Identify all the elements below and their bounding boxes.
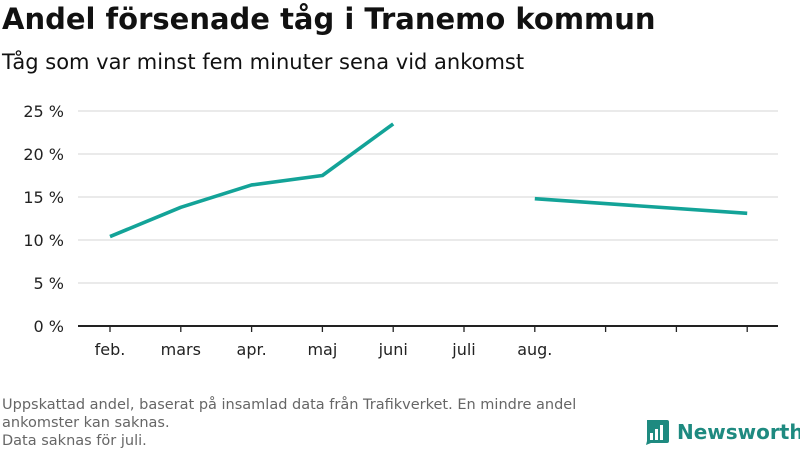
y-tick-label: 15 %: [23, 188, 64, 207]
chart-subtitle: Tåg som var minst fem minuter sena vid a…: [2, 50, 525, 74]
brand-logo: Newsworthy: [645, 419, 800, 445]
y-tick-label: 25 %: [23, 102, 64, 121]
series-line: [534, 196, 748, 216]
line-chart: 0 % 5 % 10 % 15 % 20 % 25 % feb. mars apr. maj ju…: [23, 102, 778, 359]
x-tick-label: juni: [378, 340, 408, 359]
x-tick-label: apr.: [237, 340, 267, 359]
x-tick-label: mars: [161, 340, 201, 359]
y-tick-label: 20 %: [23, 145, 64, 164]
series-lines: [109, 122, 748, 239]
x-axis: feb. mars apr. maj juni juli aug.: [78, 325, 778, 359]
y-tick-label: 10 %: [23, 231, 64, 250]
series-line: [109, 122, 395, 239]
chart-title: Andel försenade tåg i Tranemo kommun: [2, 2, 656, 36]
y-tick-label: 5 %: [34, 274, 64, 293]
brand-name: Newsworthy: [677, 420, 800, 444]
bar-chart-icon: [646, 420, 669, 445]
x-tick-label: aug.: [517, 340, 552, 359]
gridlines: [78, 110, 778, 284]
y-axis-labels: 0 % 5 % 10 % 15 % 20 % 25 %: [23, 102, 64, 336]
footnote-source: Uppskattad andel, baserat på insamlad da…: [2, 397, 577, 431]
footnote: Uppskattad andel, baserat på insamlad da…: [2, 396, 642, 450]
footnote-missing: Data saknas för juli.: [2, 433, 147, 449]
x-tick-label: feb.: [95, 340, 126, 359]
y-tick-label: 0 %: [34, 317, 64, 336]
x-tick-label: juli: [451, 340, 475, 359]
x-tick-label: maj: [307, 340, 337, 359]
